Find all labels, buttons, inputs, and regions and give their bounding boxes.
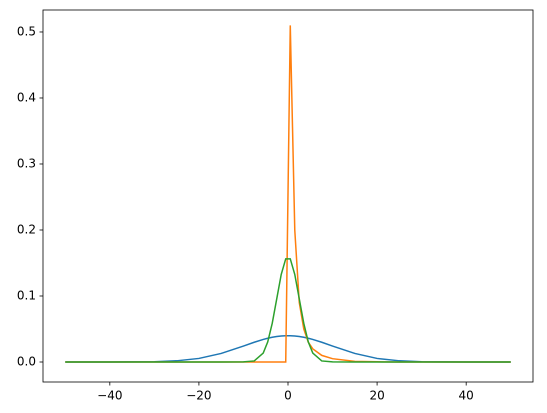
y-tick-label: 0.5 — [17, 24, 36, 38]
x-tick-label: −40 — [97, 389, 122, 403]
y-tick-label: 0.1 — [17, 288, 36, 302]
x-tick-label: 20 — [369, 389, 384, 403]
y-tick-label: 0.0 — [17, 355, 36, 369]
x-tick-label: −20 — [186, 389, 211, 403]
line-series — [65, 258, 511, 363]
x-tick-label: 40 — [459, 389, 474, 403]
x-tick-label: 0 — [284, 389, 292, 403]
y-tick-label: 0.3 — [17, 156, 36, 170]
y-tick-label: 0.4 — [17, 90, 36, 104]
line-series — [65, 25, 511, 363]
y-tick-label: 0.2 — [17, 222, 36, 236]
line-series — [65, 334, 511, 363]
